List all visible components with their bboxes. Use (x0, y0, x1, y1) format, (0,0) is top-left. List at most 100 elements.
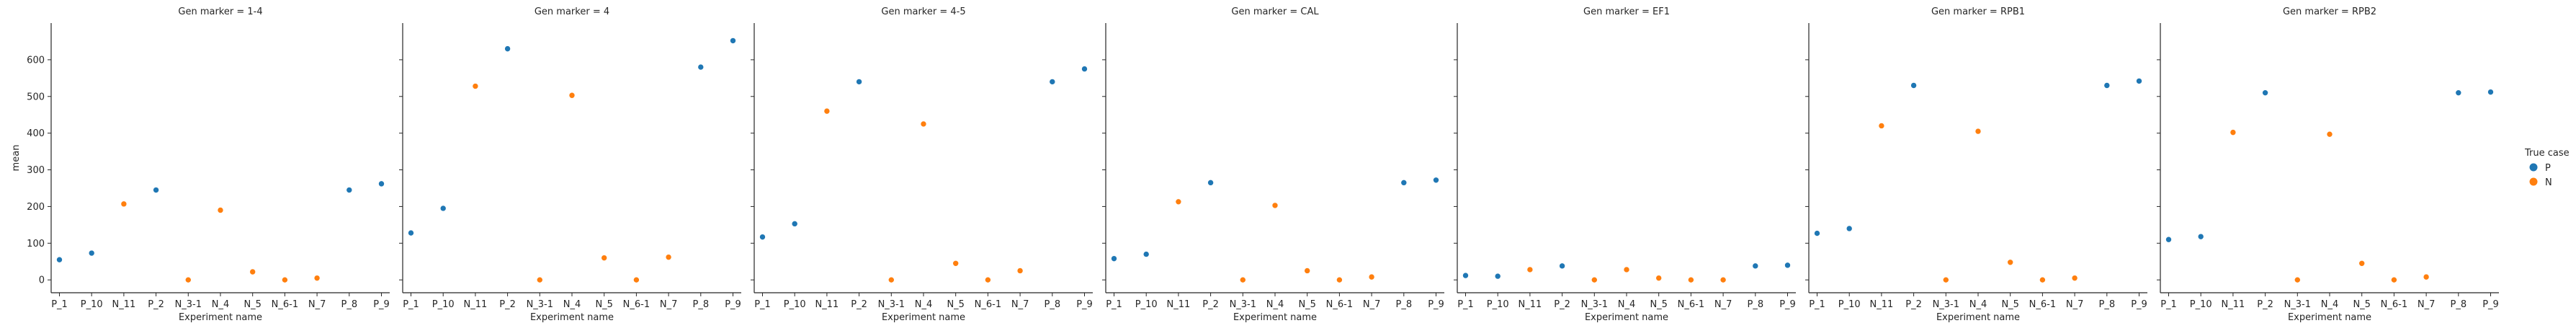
x-tick-label: P_2 (1905, 299, 1922, 310)
x-tick-label: P_8 (692, 299, 709, 310)
data-point-N_11 (120, 200, 128, 208)
data-point-P_2 (856, 79, 862, 85)
x-tick-label: N_11 (112, 299, 136, 310)
data-point-N_3-1 (2294, 276, 2301, 283)
data-point-N_7 (665, 254, 672, 260)
x-tick-label: P_10 (2190, 299, 2212, 310)
x-tick-label: N_6-1 (1678, 299, 1704, 310)
data-point-P_10 (1142, 251, 1150, 257)
data-point-N_5 (2358, 260, 2365, 267)
x-tick-label: N_3-1 (175, 299, 202, 310)
data-point-N_11 (823, 107, 831, 115)
x-tick-label: P_8 (341, 299, 357, 310)
data-point-N_6-1 (633, 276, 640, 283)
x-tick-label: P_10 (1838, 299, 1861, 310)
x-tick-label: P_1 (1809, 299, 1825, 310)
x-tick-label: P_10 (81, 299, 103, 310)
data-point-P_1 (1462, 272, 1469, 279)
x-tick-label: N_3-1 (1581, 299, 1608, 310)
data-point-P_9 (378, 180, 385, 187)
x-tick-label: P_2 (1202, 299, 1219, 310)
x-tick-label: P_1 (2160, 299, 2177, 310)
x-tick-label: P_9 (2482, 299, 2499, 310)
data-point-N_5 (1655, 275, 1662, 281)
x-tick-label: N_7 (660, 299, 678, 310)
x-tick-label: N_6-1 (2029, 299, 2056, 310)
y-tick-label: 200 (27, 202, 45, 213)
y-tick-label: 0 (39, 275, 45, 286)
data-point-P_10 (88, 249, 95, 257)
data-point-N_11 (1175, 198, 1182, 205)
x-tick-label: P_10 (1487, 299, 1509, 310)
x-tick-label: N_4 (915, 299, 933, 310)
x-tick-label: N_6-1 (1326, 299, 1353, 310)
x-tick-label: P_8 (2098, 299, 2115, 310)
x-tick-label: N_3-1 (2284, 299, 2311, 310)
data-point-P_1 (759, 234, 766, 240)
x-tick-label: N_5 (243, 299, 261, 310)
panel-title: Gen marker = CAL (1231, 6, 1319, 17)
data-point-P_10 (2197, 233, 2204, 240)
data-point-N_5 (952, 260, 959, 267)
x-tick-label: N_4 (212, 299, 230, 310)
y-tick-label: 500 (27, 92, 45, 102)
data-point-P_2 (1559, 262, 1565, 270)
data-point-N_3-1 (1240, 276, 1246, 283)
x-tick-label: P_8 (1747, 299, 1763, 310)
data-point-P_2 (504, 45, 511, 52)
x-axis-label: Experiment name (1936, 312, 2020, 323)
data-point-N_6-1 (282, 276, 288, 283)
x-tick-label: P_1 (403, 299, 419, 310)
x-tick-label: P_9 (373, 299, 390, 310)
data-point-N_6-1 (2039, 276, 2046, 283)
data-point-P_10 (1494, 273, 1501, 280)
facet-panel-5: Gen marker = EF1 P_1 P_10 N_11 P_2 N_3-1 N_4 N_… (1454, 6, 1796, 323)
x-tick-label: N_7 (308, 299, 326, 310)
data-point-P_9 (2136, 78, 2142, 84)
x-tick-label: N_3-1 (878, 299, 905, 310)
x-tick-label: N_5 (1298, 299, 1316, 310)
x-axis-label: Experiment name (179, 312, 262, 323)
data-point-N_5 (1304, 268, 1310, 274)
data-point-N_3-1 (1943, 276, 1949, 283)
y-tick-label: 300 (27, 165, 45, 176)
data-point-P_1 (2165, 236, 2172, 243)
legend-marker-P (2529, 163, 2538, 172)
x-tick-label: P_9 (1779, 299, 1796, 310)
data-point-P_8 (2455, 89, 2462, 96)
x-tick-label: N_3-1 (1933, 299, 1959, 310)
data-point-N_7 (1016, 268, 1024, 274)
x-tick-label: N_7 (1714, 299, 1732, 310)
data-point-N_11 (472, 83, 479, 89)
data-point-N_11 (1526, 266, 1534, 273)
data-point-N_5 (2007, 259, 2013, 266)
x-tick-label: P_8 (2450, 299, 2467, 310)
panel-title: Gen marker = RPB1 (1931, 6, 2025, 17)
x-tick-label: P_10 (784, 299, 806, 310)
x-tick-label: N_5 (595, 299, 613, 310)
panel-title: Gen marker = 4 (535, 6, 609, 17)
data-point-N_4 (1271, 202, 1279, 209)
data-point-N_7 (313, 275, 321, 281)
x-tick-label: N_11 (1519, 299, 1542, 310)
x-tick-label: N_11 (2222, 299, 2245, 310)
x-tick-label: N_3-1 (1230, 299, 1256, 310)
data-point-P_9 (1784, 262, 1791, 269)
x-tick-label: N_4 (2321, 299, 2339, 310)
facet-panel-4: Gen marker = CAL P_1 P_10 N_11 P_2 N_3-1 N_4 N_… (1102, 6, 1444, 323)
data-point-P_2 (1910, 82, 1917, 89)
data-point-P_8 (346, 187, 353, 193)
facet-panel-2: Gen marker = 4 P_1 P_10 N_11 P_2 N_3-1 N_4 N_5 N… (399, 6, 741, 323)
data-point-P_8 (1049, 79, 1056, 85)
x-axis-label: Experiment name (1585, 312, 1668, 323)
x-tick-label: N_11 (1870, 299, 1894, 310)
x-tick-label: N_5 (2001, 299, 2019, 310)
x-tick-label: N_4 (563, 299, 581, 310)
y-tick-label: 400 (27, 128, 45, 139)
data-point-P_9 (2487, 89, 2494, 95)
x-tick-label: P_1 (754, 299, 771, 310)
data-point-P_10 (439, 205, 447, 212)
x-tick-label: N_5 (1650, 299, 1668, 310)
x-tick-label: P_9 (2131, 299, 2147, 310)
x-tick-label: N_7 (1011, 299, 1029, 310)
